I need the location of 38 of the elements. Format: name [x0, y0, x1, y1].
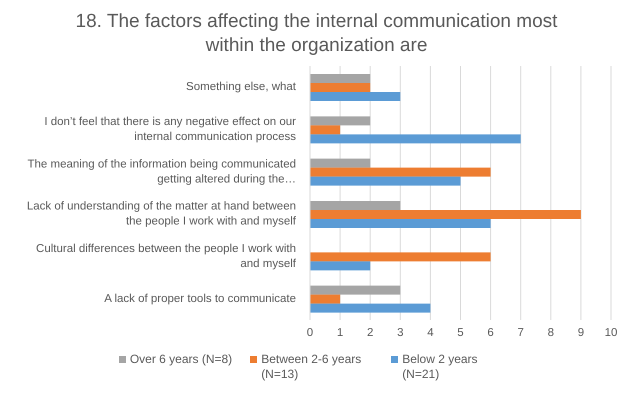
y-tick-label: Lack of understanding of the matter at hand between the people I work with and myself: [26, 200, 297, 228]
legend-label: Below 2 years (N=21): [402, 352, 479, 382]
x-tick-label: 5: [457, 327, 464, 340]
bar: [310, 252, 491, 262]
bar: [310, 158, 370, 168]
bar: [310, 286, 400, 295]
bar: [310, 83, 370, 92]
legend-label: Over 6 years (N=8): [130, 352, 232, 367]
x-tick-label: 7: [517, 327, 524, 340]
x-tick-label: 9: [578, 327, 584, 340]
bar: [310, 168, 491, 177]
y-tick-label: Something else, what: [186, 81, 297, 94]
x-tick-label: 6: [487, 327, 494, 340]
bar: [310, 134, 521, 144]
bar: [310, 304, 430, 313]
legend-label: Between 2-6 years (N=13): [261, 352, 362, 382]
bar: [310, 176, 460, 186]
y-tick-label: The meaning of the information being communicated getting altered during the…: [28, 158, 296, 186]
bar: [310, 125, 340, 134]
x-tick-label: 1: [336, 327, 344, 340]
x-tick-label: 3: [397, 327, 404, 340]
chart-title: 18. The factors affecting the internal communication most within the organization are: [74, 10, 558, 58]
bar: [310, 219, 491, 228]
bar: [310, 201, 400, 210]
bar: [310, 294, 340, 304]
bar: [310, 92, 400, 101]
y-tick-label: I don’t feel that there is any negative effect on our internal communication process: [44, 116, 296, 143]
bar: [310, 74, 370, 83]
x-tick-label: 8: [548, 327, 554, 340]
y-tick-label: A lack of proper tools to communicate: [104, 292, 296, 305]
x-tick-label: 4: [427, 327, 434, 340]
y-tick-label: Cultural differences between the people I work with and myself: [36, 243, 297, 270]
bar: [310, 210, 581, 219]
x-tick-label: 0: [306, 327, 314, 340]
bar: [310, 116, 370, 126]
x-tick-label: 10: [604, 327, 618, 340]
x-tick-label: 2: [366, 327, 374, 340]
bar: [310, 261, 370, 270]
